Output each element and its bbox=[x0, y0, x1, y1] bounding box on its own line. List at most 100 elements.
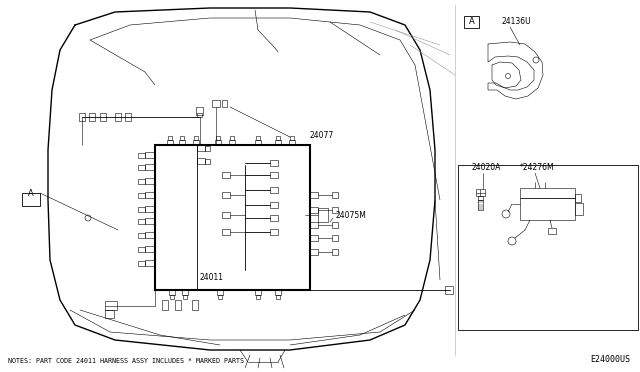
Bar bbox=[275, 140, 281, 145]
Bar bbox=[332, 235, 338, 241]
Bar bbox=[179, 140, 185, 145]
Text: 24136U: 24136U bbox=[502, 17, 532, 26]
Bar bbox=[138, 153, 145, 157]
Bar bbox=[205, 158, 210, 164]
Bar bbox=[138, 192, 145, 198]
Bar bbox=[22, 193, 40, 206]
Bar bbox=[256, 136, 260, 140]
Bar bbox=[256, 295, 260, 299]
Bar bbox=[318, 208, 328, 222]
Bar bbox=[270, 215, 278, 221]
Bar bbox=[167, 140, 173, 145]
Bar bbox=[476, 189, 485, 196]
Bar bbox=[138, 206, 145, 212]
Bar bbox=[105, 301, 117, 310]
Bar bbox=[138, 218, 145, 224]
Bar bbox=[215, 140, 221, 145]
Bar bbox=[332, 207, 338, 213]
Bar bbox=[168, 136, 172, 140]
Bar bbox=[145, 206, 155, 212]
Bar bbox=[170, 295, 174, 299]
Bar bbox=[222, 212, 230, 218]
Bar bbox=[138, 247, 145, 251]
Bar bbox=[290, 136, 294, 140]
Text: A: A bbox=[28, 189, 34, 198]
Bar bbox=[270, 229, 278, 235]
Bar bbox=[145, 232, 155, 238]
Bar bbox=[270, 202, 278, 208]
Bar bbox=[332, 192, 338, 198]
Bar bbox=[100, 113, 106, 121]
Bar bbox=[138, 232, 145, 237]
Bar bbox=[216, 136, 220, 140]
Bar bbox=[310, 249, 318, 255]
Bar bbox=[192, 300, 198, 310]
Bar bbox=[145, 260, 155, 266]
Text: E24000US: E24000US bbox=[590, 355, 630, 364]
Bar bbox=[222, 229, 230, 235]
Text: 24011: 24011 bbox=[200, 273, 224, 282]
Bar bbox=[138, 179, 145, 183]
Text: 24075M: 24075M bbox=[335, 211, 366, 219]
Bar bbox=[79, 113, 85, 121]
Text: 24077: 24077 bbox=[310, 131, 334, 140]
Bar bbox=[182, 290, 188, 295]
Bar bbox=[138, 260, 145, 266]
Bar bbox=[145, 218, 155, 224]
Bar bbox=[445, 286, 453, 294]
Bar bbox=[145, 164, 155, 170]
Bar bbox=[175, 300, 181, 310]
Bar bbox=[125, 113, 131, 121]
Bar bbox=[138, 164, 145, 170]
Bar bbox=[197, 145, 205, 151]
Bar bbox=[310, 207, 318, 213]
Text: NOTES: PART CODE 24011 HARNESS ASSY INCLUDES * MARKED PARTS: NOTES: PART CODE 24011 HARNESS ASSY INCL… bbox=[8, 358, 244, 364]
Text: *24276M: *24276M bbox=[520, 164, 555, 173]
Bar bbox=[270, 160, 278, 166]
Bar bbox=[255, 290, 261, 295]
Bar bbox=[183, 295, 187, 299]
Bar bbox=[478, 200, 483, 210]
Bar bbox=[205, 145, 210, 151]
Bar bbox=[575, 194, 581, 202]
Bar bbox=[478, 196, 483, 200]
Bar bbox=[464, 16, 479, 28]
Bar bbox=[197, 158, 205, 164]
Bar bbox=[276, 295, 280, 299]
Text: A: A bbox=[468, 17, 474, 26]
Bar bbox=[270, 187, 278, 193]
Bar bbox=[548, 228, 556, 234]
Bar bbox=[193, 140, 199, 145]
Bar bbox=[155, 145, 310, 290]
Bar bbox=[289, 140, 295, 145]
Bar bbox=[332, 249, 338, 255]
Bar bbox=[194, 136, 198, 140]
Bar bbox=[222, 192, 230, 198]
Bar bbox=[575, 203, 583, 215]
Bar bbox=[310, 192, 318, 198]
Bar bbox=[196, 107, 203, 115]
Bar bbox=[222, 100, 227, 107]
Bar bbox=[197, 113, 202, 117]
Bar bbox=[145, 152, 155, 158]
Text: 24020A: 24020A bbox=[472, 164, 501, 173]
Bar bbox=[332, 222, 338, 228]
Bar bbox=[310, 235, 318, 241]
Bar bbox=[255, 140, 261, 145]
Bar bbox=[169, 290, 175, 295]
Bar bbox=[520, 188, 575, 198]
Bar bbox=[145, 192, 155, 198]
Bar bbox=[105, 310, 114, 318]
Bar bbox=[275, 290, 281, 295]
Bar bbox=[229, 140, 235, 145]
Bar bbox=[458, 165, 638, 330]
Bar bbox=[230, 136, 234, 140]
Bar bbox=[222, 172, 230, 178]
Bar bbox=[145, 178, 155, 184]
Bar bbox=[217, 290, 223, 295]
Bar bbox=[310, 222, 318, 228]
Bar bbox=[270, 172, 278, 178]
Bar bbox=[162, 300, 168, 310]
Bar bbox=[520, 198, 575, 220]
Bar bbox=[180, 136, 184, 140]
